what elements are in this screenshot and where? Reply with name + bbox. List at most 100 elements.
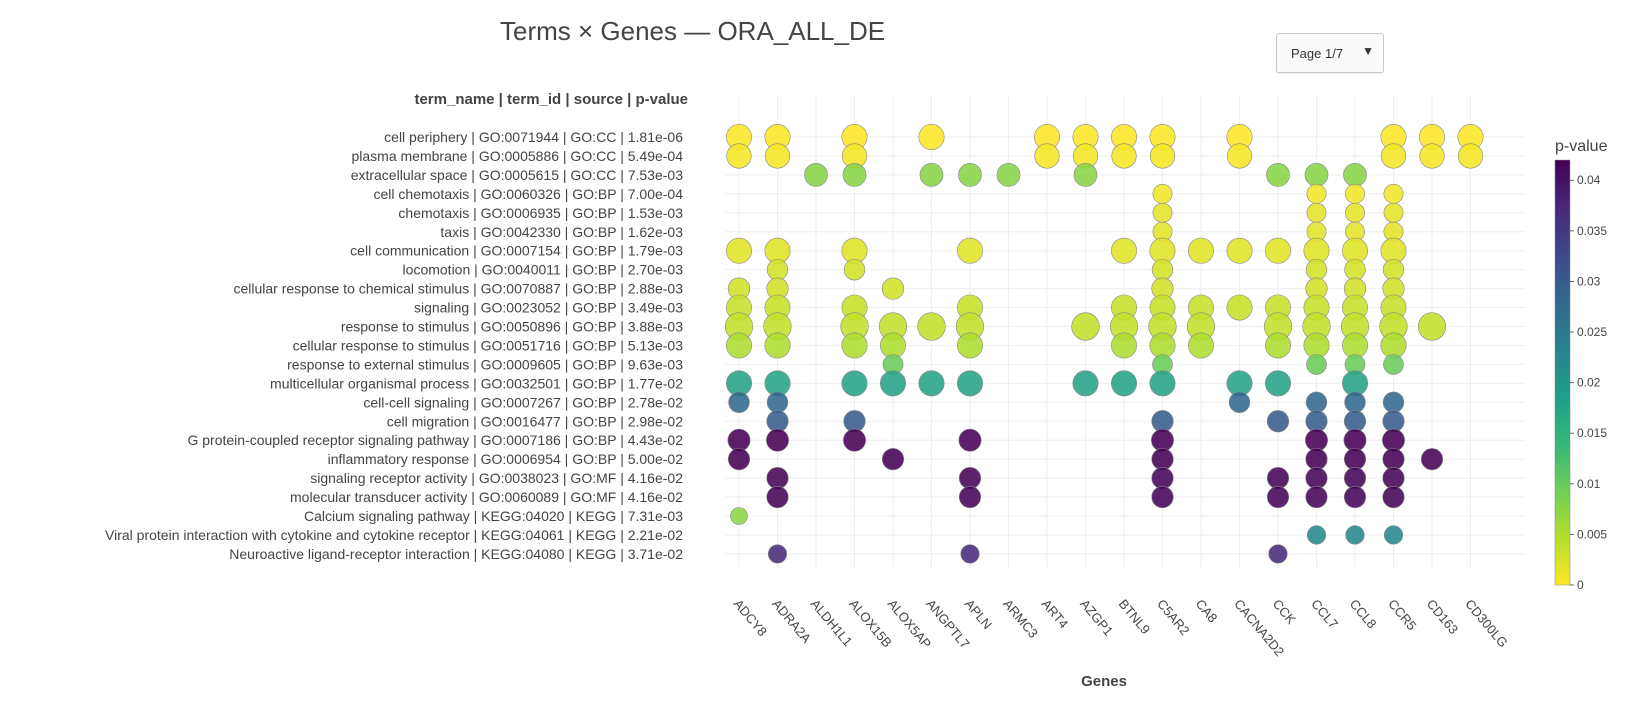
data-point[interactable] bbox=[1266, 485, 1290, 509]
data-point[interactable] bbox=[917, 312, 946, 341]
data-point[interactable] bbox=[1380, 143, 1407, 169]
data-point[interactable] bbox=[1111, 370, 1137, 397]
data-point[interactable] bbox=[957, 237, 983, 264]
data-point[interactable] bbox=[1345, 202, 1365, 223]
data-point[interactable] bbox=[1152, 202, 1173, 223]
data-point[interactable] bbox=[1343, 448, 1367, 471]
data-point[interactable] bbox=[958, 163, 982, 187]
data-point[interactable] bbox=[1417, 312, 1447, 341]
data-point[interactable] bbox=[1382, 467, 1405, 490]
data-point[interactable] bbox=[1306, 525, 1327, 545]
data-point[interactable] bbox=[1382, 428, 1405, 452]
data-point[interactable] bbox=[726, 332, 752, 359]
data-point[interactable] bbox=[843, 258, 866, 281]
data-point[interactable] bbox=[841, 332, 868, 359]
data-point[interactable] bbox=[1420, 448, 1444, 471]
data-point[interactable] bbox=[1305, 467, 1328, 490]
data-point[interactable] bbox=[960, 544, 980, 564]
data-point[interactable] bbox=[957, 332, 983, 359]
data-point[interactable] bbox=[728, 391, 750, 413]
data-point[interactable] bbox=[766, 258, 789, 281]
data-point[interactable] bbox=[1149, 143, 1176, 169]
data-point[interactable] bbox=[1111, 332, 1137, 359]
data-point[interactable] bbox=[880, 370, 906, 397]
data-point[interactable] bbox=[1268, 544, 1288, 564]
data-point[interactable] bbox=[766, 485, 789, 509]
data-point[interactable] bbox=[727, 428, 751, 452]
data-point[interactable] bbox=[842, 163, 867, 187]
data-point[interactable] bbox=[1226, 143, 1253, 169]
data-point[interactable] bbox=[1304, 163, 1329, 187]
data-point[interactable] bbox=[881, 448, 905, 471]
data-point[interactable] bbox=[730, 507, 748, 525]
data-point[interactable] bbox=[1111, 143, 1137, 169]
data-point[interactable] bbox=[1228, 391, 1251, 413]
data-point[interactable] bbox=[1151, 428, 1174, 452]
data-point[interactable] bbox=[958, 467, 982, 490]
data-point[interactable] bbox=[726, 143, 752, 169]
data-point[interactable] bbox=[1071, 312, 1100, 341]
data-point[interactable] bbox=[1305, 258, 1328, 281]
data-point[interactable] bbox=[1382, 391, 1405, 413]
data-point[interactable] bbox=[1151, 467, 1174, 490]
data-point[interactable] bbox=[1383, 354, 1404, 375]
data-point[interactable] bbox=[1073, 163, 1098, 187]
page-dropdown[interactable]: Page 1/7 ▼ bbox=[1276, 33, 1384, 73]
data-point[interactable] bbox=[764, 332, 791, 359]
data-point[interactable] bbox=[1266, 467, 1290, 490]
data-point[interactable] bbox=[1226, 237, 1253, 264]
data-point[interactable] bbox=[1265, 237, 1291, 264]
data-point[interactable] bbox=[1382, 448, 1405, 471]
data-point[interactable] bbox=[1152, 183, 1173, 204]
data-point[interactable] bbox=[1305, 485, 1328, 509]
data-point[interactable] bbox=[1344, 391, 1366, 413]
data-point[interactable] bbox=[1151, 448, 1174, 471]
data-point[interactable] bbox=[1265, 370, 1291, 397]
data-point[interactable] bbox=[766, 467, 789, 490]
data-point[interactable] bbox=[1226, 294, 1253, 321]
data-point[interactable] bbox=[1306, 202, 1327, 223]
data-point[interactable] bbox=[1306, 183, 1327, 204]
data-point[interactable] bbox=[918, 124, 945, 150]
data-point[interactable] bbox=[1111, 237, 1137, 264]
data-point[interactable] bbox=[1034, 143, 1060, 169]
data-point[interactable] bbox=[1188, 332, 1214, 359]
data-point[interactable] bbox=[1151, 485, 1174, 509]
data-point[interactable] bbox=[1151, 258, 1174, 281]
data-point[interactable] bbox=[919, 163, 944, 187]
data-point[interactable] bbox=[1383, 202, 1404, 223]
data-point[interactable] bbox=[1188, 237, 1214, 264]
data-point[interactable] bbox=[1345, 183, 1365, 204]
data-point[interactable] bbox=[1305, 391, 1328, 413]
data-point[interactable] bbox=[1343, 163, 1367, 187]
data-point[interactable] bbox=[766, 391, 789, 413]
data-point[interactable] bbox=[958, 428, 982, 452]
data-point[interactable] bbox=[766, 428, 789, 452]
data-point[interactable] bbox=[1266, 410, 1290, 433]
data-point[interactable] bbox=[727, 448, 751, 471]
data-point[interactable] bbox=[1266, 163, 1290, 187]
data-point[interactable] bbox=[1457, 143, 1484, 169]
data-point[interactable] bbox=[804, 163, 828, 187]
data-point[interactable] bbox=[1383, 183, 1404, 204]
data-point[interactable] bbox=[1343, 467, 1367, 490]
data-point[interactable] bbox=[726, 237, 752, 264]
data-point[interactable] bbox=[1265, 332, 1291, 359]
data-point[interactable] bbox=[918, 370, 945, 397]
data-point[interactable] bbox=[1345, 525, 1365, 545]
data-point[interactable] bbox=[843, 428, 866, 452]
data-point[interactable] bbox=[1149, 370, 1176, 397]
data-point[interactable] bbox=[1343, 485, 1367, 509]
data-point[interactable] bbox=[764, 143, 791, 169]
data-point[interactable] bbox=[1306, 354, 1327, 375]
data-point[interactable] bbox=[1344, 258, 1366, 281]
data-point[interactable] bbox=[1072, 370, 1099, 397]
data-point[interactable] bbox=[1305, 448, 1328, 471]
data-point[interactable] bbox=[957, 370, 983, 397]
data-point[interactable] bbox=[1383, 525, 1404, 545]
data-point[interactable] bbox=[996, 163, 1021, 187]
data-point[interactable] bbox=[1382, 485, 1405, 509]
data-point[interactable] bbox=[841, 370, 868, 397]
data-point[interactable] bbox=[1305, 428, 1328, 452]
data-point[interactable] bbox=[881, 277, 905, 300]
